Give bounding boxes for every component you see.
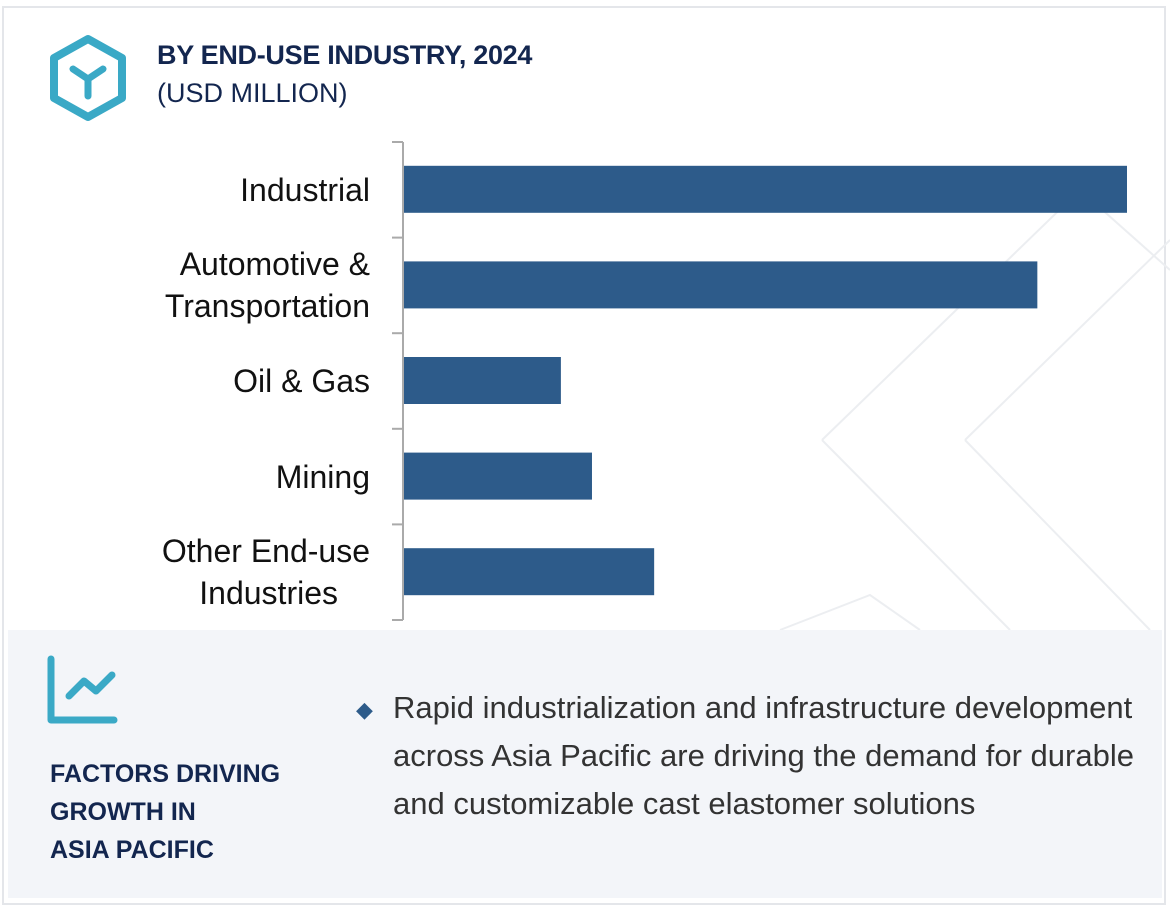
category-label: Industrial	[240, 169, 370, 211]
category-label: Oil & Gas	[233, 360, 370, 402]
hexagon-y-logo-icon	[50, 35, 126, 121]
category-label-line: Industries	[199, 575, 338, 612]
bar-2	[404, 357, 561, 404]
category-label-line: Other End-use	[161, 533, 370, 570]
category-label-line: Transportation	[164, 288, 370, 325]
category-label-line: Industrial	[240, 171, 370, 208]
factors-title-line: ASIA PACIFIC	[50, 836, 214, 864]
factors-panel	[8, 630, 1162, 898]
line-chart-icon	[47, 655, 118, 724]
diamond-bullet-icon: ◆	[356, 697, 373, 722]
factors-title: FACTORS DRIVING GROWTH IN ASIA PACIFIC	[50, 755, 280, 869]
factors-title-line: FACTORS DRIVING	[50, 760, 281, 788]
factors-title-line: GROWTH IN	[50, 798, 196, 826]
category-label: Automotive & Transportation	[165, 243, 370, 327]
bar-3	[404, 452, 592, 500]
factor-bullet-text: Rapid industrialization and infrastructu…	[393, 690, 1134, 821]
category-label: Other End-use Industries	[162, 530, 370, 614]
chart-subtitle: (USD MILLION)	[157, 78, 348, 108]
category-label-line: Oil & Gas	[233, 363, 370, 399]
bar-1	[404, 261, 1038, 309]
category-label: Mining	[276, 456, 370, 498]
category-label-line: Automotive &	[179, 246, 370, 283]
bar-chart	[392, 141, 1127, 621]
bar-0	[404, 165, 1127, 213]
bar-4	[404, 548, 655, 596]
category-label-line: Mining	[275, 458, 370, 495]
chart-title: BY END-USE INDUSTRY, 2024	[157, 40, 533, 70]
